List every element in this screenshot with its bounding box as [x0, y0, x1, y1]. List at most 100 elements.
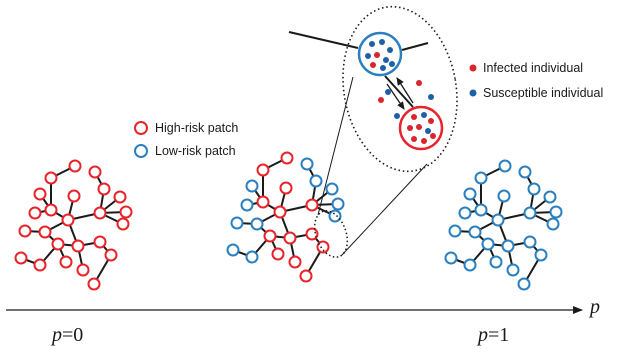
zoom-line-lower [341, 163, 428, 256]
patch-node [316, 240, 330, 254]
legend-patches: High-risk patch Low-risk patch [134, 121, 238, 158]
patch-node [444, 251, 458, 265]
patch-node [501, 239, 515, 253]
patch-node [518, 165, 532, 179]
infected-individual [430, 133, 436, 139]
susceptible-individual [380, 65, 386, 71]
axis-left-label: p=0 [50, 324, 83, 346]
patch-node [44, 171, 58, 185]
patch-node [279, 181, 293, 195]
patch-node [481, 237, 495, 251]
patch-node [506, 263, 520, 277]
patch-node [300, 157, 314, 171]
patch-node [18, 224, 32, 238]
zoom-line-upper [317, 76, 354, 216]
patch-node [309, 174, 323, 188]
zoom-low-risk-patch [357, 31, 403, 77]
axis-left-value: =0 [62, 324, 83, 346]
migrating-individuals [378, 80, 434, 119]
patch-node [458, 206, 472, 220]
patch-node [546, 217, 560, 231]
patch-node [68, 159, 82, 173]
patch-node [33, 258, 47, 272]
patch-node [305, 227, 319, 241]
infected-individual [416, 80, 422, 86]
infected-individual [416, 124, 422, 130]
patch-node [491, 213, 505, 227]
susceptible-individual [369, 41, 375, 47]
patch-node [263, 229, 277, 243]
susceptible-individual [379, 39, 385, 45]
patch-node [119, 205, 133, 219]
susceptible-individual [425, 128, 431, 134]
infected-individual [374, 52, 380, 58]
infected-individual [407, 125, 413, 131]
legend-high-risk-label: High-risk patch [155, 121, 238, 135]
patch-node [61, 213, 75, 227]
patch-node [288, 255, 302, 269]
patch-node [14, 251, 28, 265]
patch-node [59, 255, 73, 269]
infected-individual [370, 62, 376, 68]
infected-individual [411, 114, 417, 120]
patch-node [463, 187, 477, 201]
susceptible-individual [385, 89, 391, 95]
patch-node [283, 231, 297, 245]
patch-node [325, 182, 339, 196]
patch-node [256, 163, 270, 177]
patch-node [489, 255, 503, 269]
patch-node [271, 247, 285, 261]
zoom-source-ellipse [313, 210, 349, 258]
patch-node [463, 258, 477, 272]
patch-node [474, 171, 488, 185]
axis-right-value: =1 [488, 324, 509, 346]
patch-node [28, 206, 42, 220]
infected-individual [421, 138, 427, 144]
susceptible-individual [421, 112, 427, 118]
infected-individual [411, 136, 417, 142]
patch-node [497, 189, 511, 203]
patch-node [299, 269, 313, 283]
patch-node [116, 217, 130, 231]
patch-node [256, 195, 270, 209]
patch-node [328, 209, 342, 223]
migration-arrow-up [396, 77, 414, 104]
zoom-edge-left [288, 31, 359, 49]
patch-node [273, 205, 287, 219]
patch-node [93, 206, 107, 220]
patch-node [474, 203, 488, 217]
zoom-ellipse [342, 5, 458, 173]
susceptible-individual [389, 61, 395, 67]
patch-node [280, 151, 294, 165]
patch-node [250, 217, 264, 231]
legend-infected-label: Infected individual [483, 61, 583, 75]
patch-node [448, 224, 462, 238]
patch-node [67, 189, 81, 203]
patch-node [468, 225, 482, 239]
zoom-edge-link [384, 75, 414, 108]
infected-individual [378, 97, 384, 103]
legend-low-risk-label: Low-risk patch [155, 144, 236, 158]
axis-variable-label: p [588, 296, 600, 318]
zoom-edge-right [401, 42, 429, 51]
migration-arrow-down [386, 83, 405, 110]
susceptible-dot-icon [469, 89, 477, 97]
patch-node [498, 159, 512, 173]
patch-node [543, 190, 557, 204]
patch-node [97, 182, 111, 196]
patch-node [51, 237, 65, 251]
patch-node [38, 225, 52, 239]
susceptible-individual [387, 47, 393, 53]
susceptible-individual [365, 53, 371, 59]
patch-node [71, 239, 85, 253]
patch-node [527, 182, 541, 196]
patch-node [88, 165, 102, 179]
patch-node [76, 263, 90, 277]
patch-node [245, 179, 259, 193]
network-mixed [226, 151, 345, 283]
patch-node [305, 198, 319, 212]
patch-node [523, 235, 537, 249]
axis-left-var: p [50, 324, 62, 346]
patch-node [331, 197, 345, 211]
